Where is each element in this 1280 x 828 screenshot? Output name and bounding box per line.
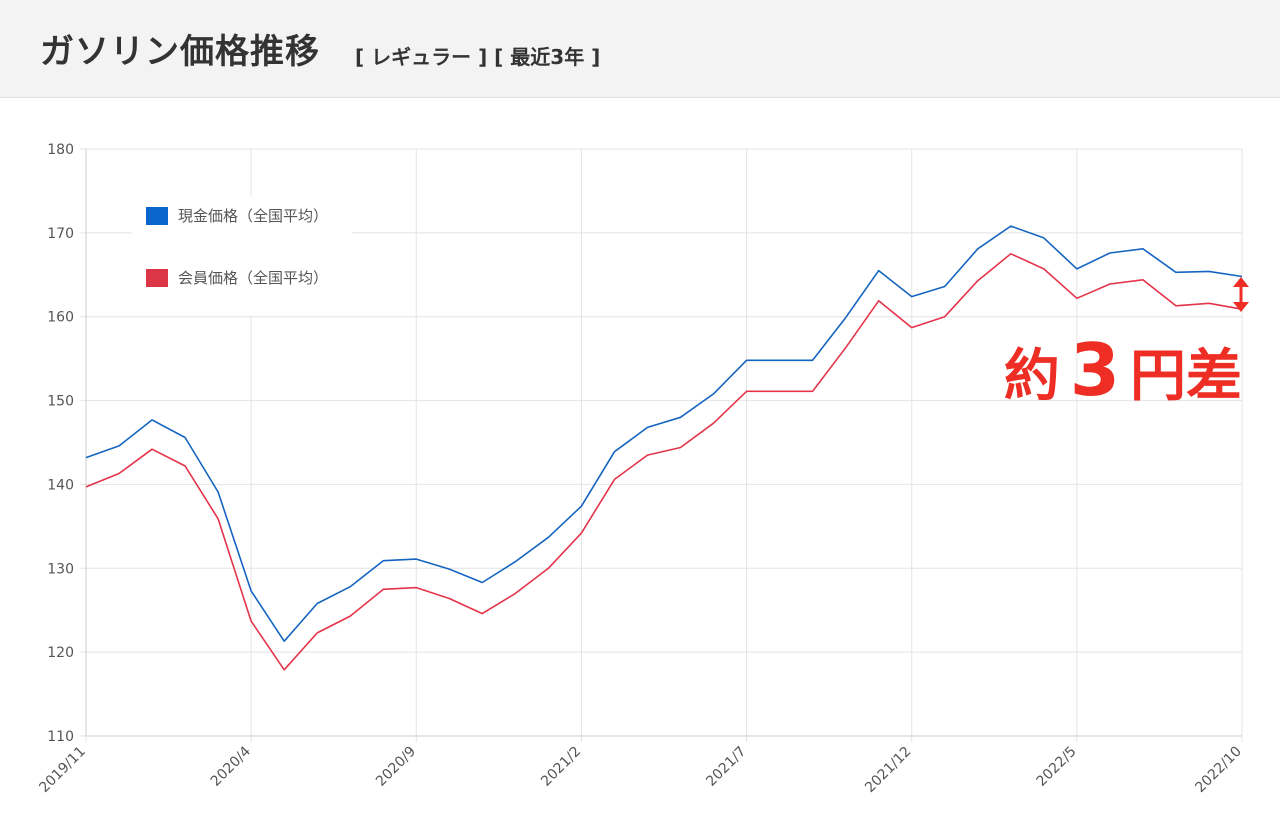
y-tick-label: 120	[47, 645, 74, 661]
y-tick-label: 130	[47, 561, 74, 577]
series-line-1	[85, 225, 1243, 643]
y-tick-label: 160	[47, 310, 74, 326]
series-layer	[85, 225, 1243, 671]
callout-prefix: 約	[1004, 344, 1060, 409]
x-tick-label: 2022/10	[1192, 744, 1244, 796]
series-line-2	[85, 253, 1243, 671]
legend-swatch	[146, 269, 168, 287]
y-tick-label: 140	[47, 477, 74, 493]
legend-swatch	[146, 207, 168, 225]
legend-label: 会員価格（全国平均）	[178, 269, 328, 287]
x-tick-label: 2021/12	[862, 744, 914, 796]
legend-label: 現金価格（全国平均）	[178, 207, 328, 225]
legend-background	[132, 196, 352, 316]
page-header: ガソリン価格推移 [ レギュラー ] [ 最近3年 ]	[0, 0, 1280, 98]
y-tick-label: 170	[47, 226, 74, 242]
difference-callout: 約 3 円差	[1004, 328, 1242, 412]
x-tick-label: 2019/11	[36, 744, 88, 796]
x-tick-label: 2021/7	[703, 744, 749, 790]
difference-arrow-icon	[1233, 277, 1249, 312]
y-tick-label: 150	[47, 394, 74, 410]
page-title: ガソリン価格推移	[40, 32, 320, 72]
callout-number: 3	[1070, 328, 1120, 412]
x-tick-label: 2022/5	[1034, 744, 1080, 790]
price-difference-annotation: 約 3 円差	[1004, 277, 1249, 412]
x-tick-label: 2021/2	[538, 744, 584, 790]
callout-suffix: 円差	[1130, 344, 1242, 409]
legend: 現金価格（全国平均） 会員価格（全国平均）	[132, 196, 352, 316]
x-tick-label: 2020/4	[208, 743, 254, 789]
y-tick-label: 110	[47, 729, 74, 745]
y-tick-label: 180	[47, 142, 74, 158]
page-subtitle: [ レギュラー ] [ 最近3年 ]	[355, 45, 601, 69]
x-tick-label: 2020/9	[373, 744, 419, 790]
